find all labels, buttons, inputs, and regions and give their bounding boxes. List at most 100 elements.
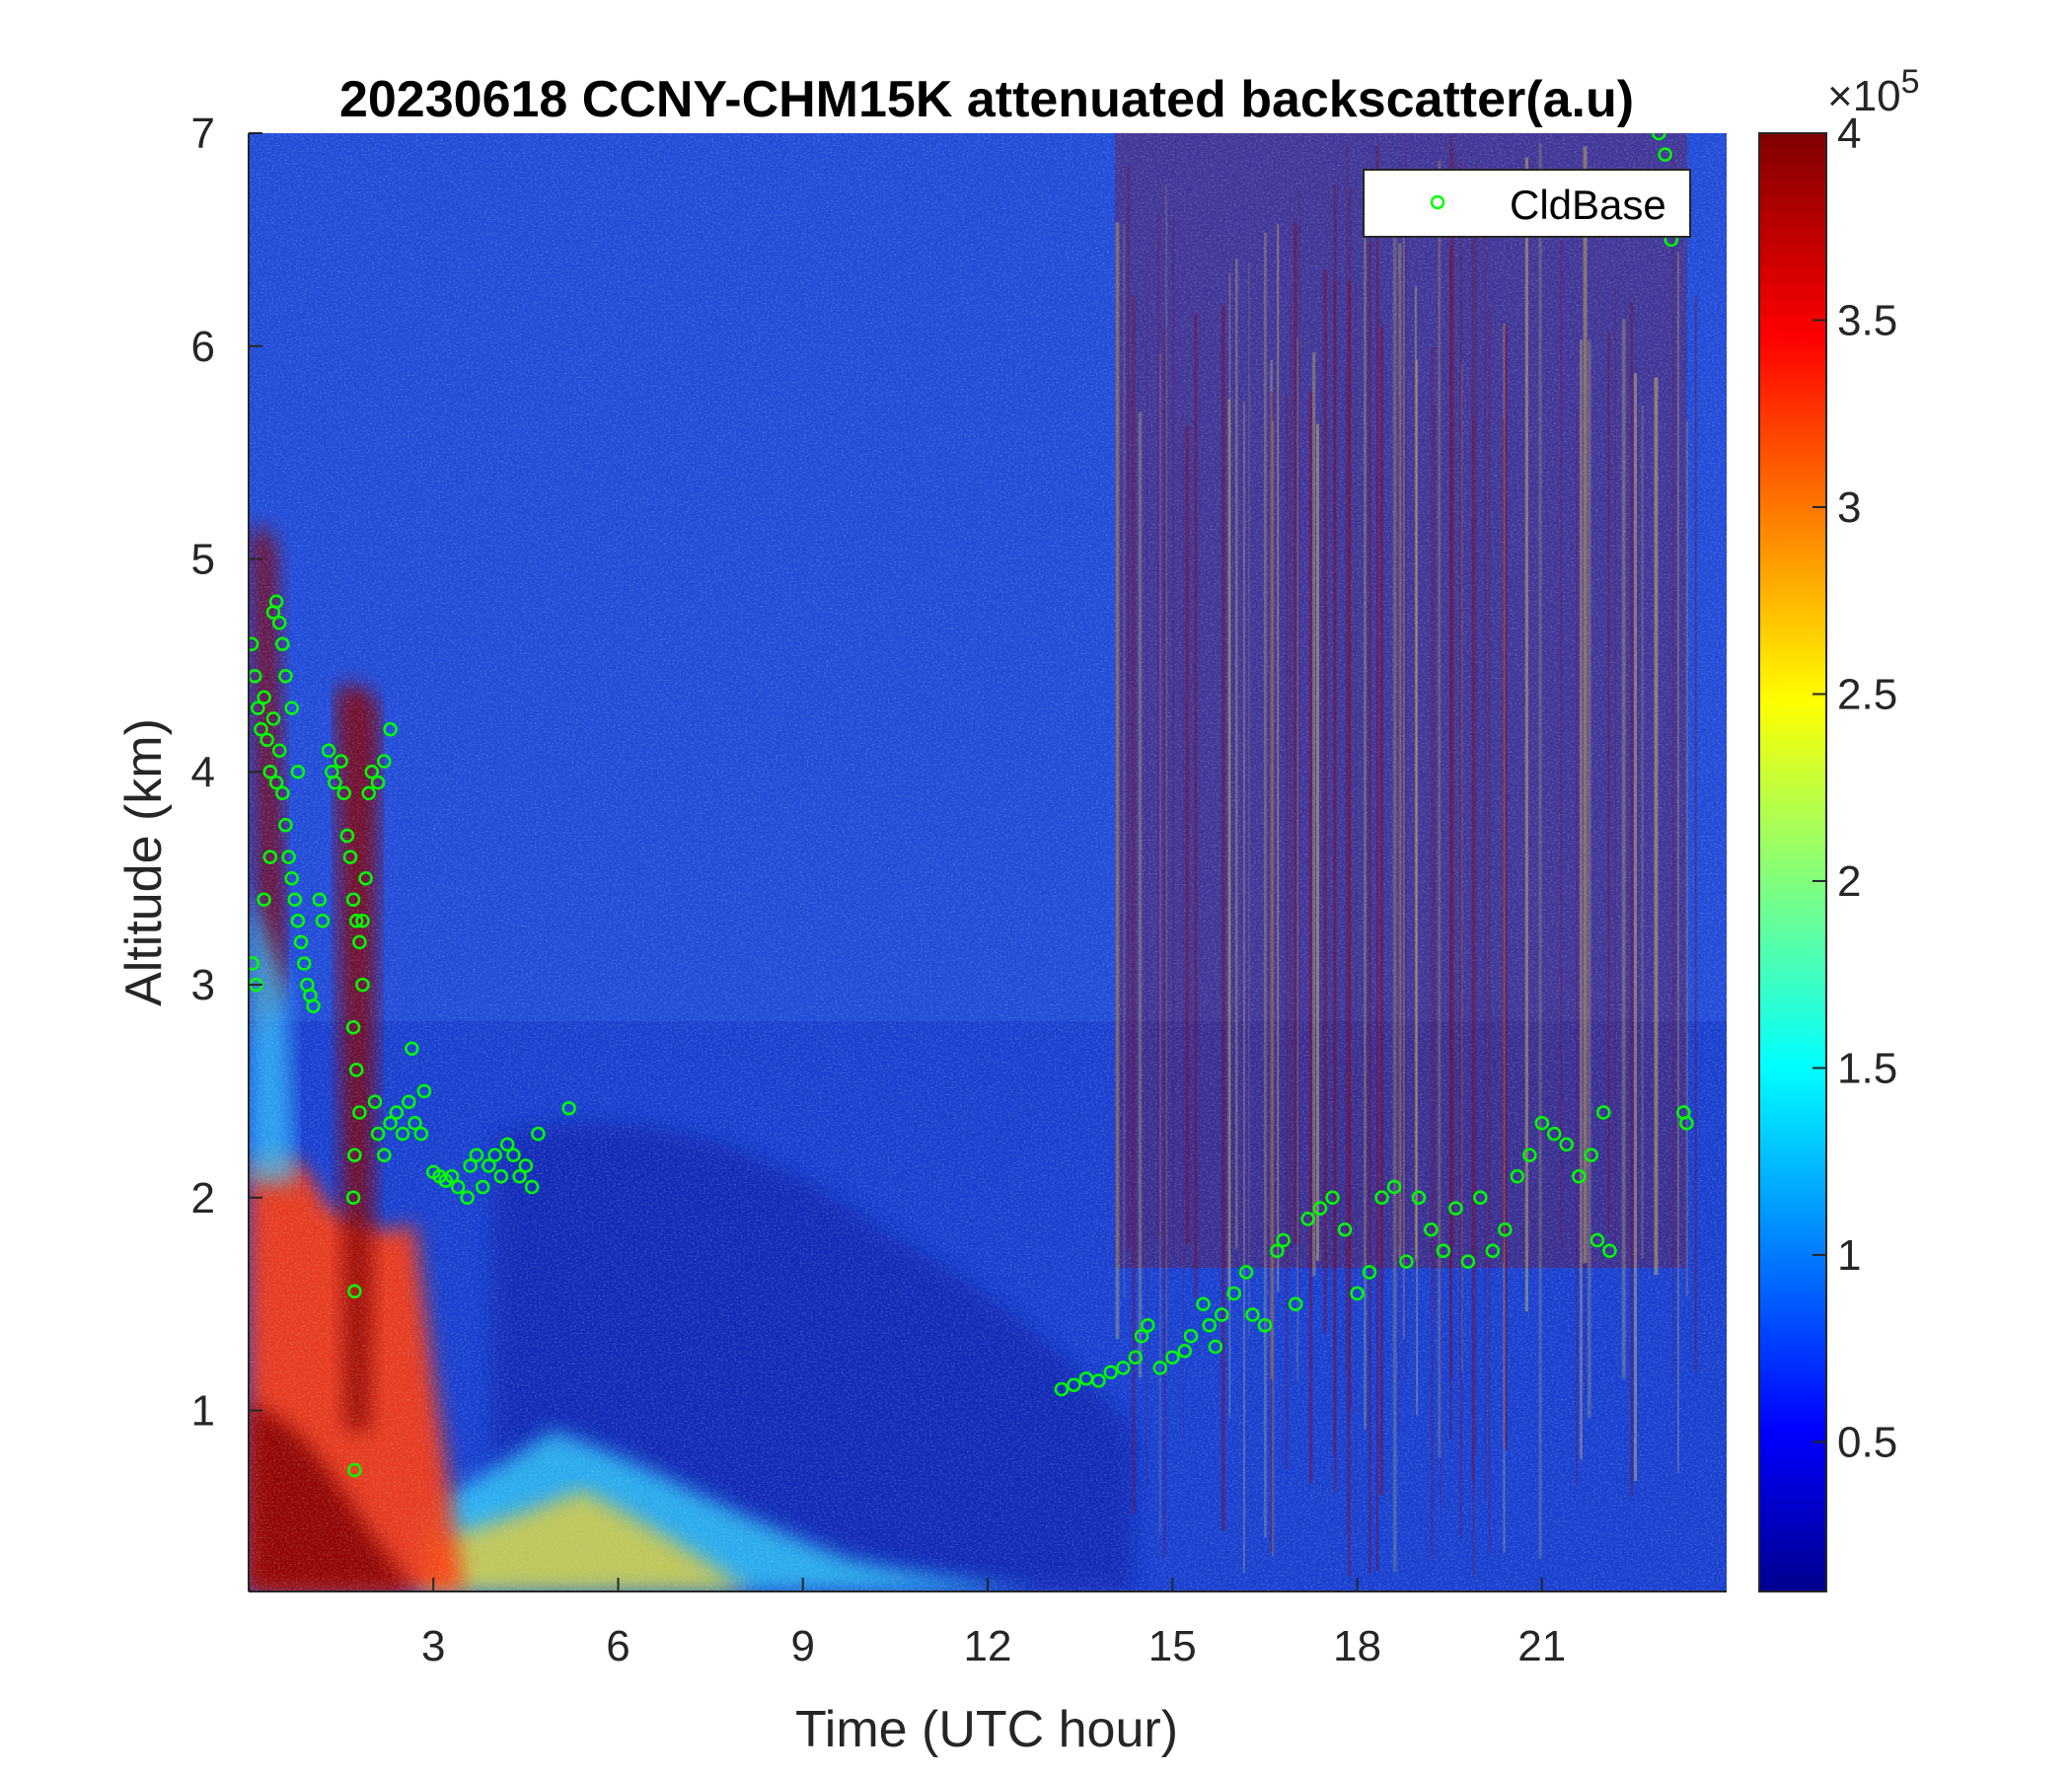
noise-streak [1323,269,1328,1333]
noise-streak [1580,339,1583,1460]
cldbase-point [352,934,367,950]
cldbase-point [284,870,299,886]
cldbase-point [1183,1328,1199,1344]
cldbase-point [383,721,398,737]
cldbase-point [347,1284,362,1299]
noise-streak [1312,352,1316,1277]
cldbase-point [1116,1361,1131,1375]
noise-streak [1333,185,1337,1493]
cldbase-point [275,636,290,652]
noise-streak [1405,133,1407,1380]
cldbase-point [290,765,306,779]
noise-streak [1333,281,1336,1454]
noise-streak [1345,366,1348,1376]
noise-streak [1235,259,1238,1249]
noise-streak [1347,280,1352,1577]
cldbase-point [1152,1361,1168,1375]
cldbase-point [1177,1343,1192,1359]
cldbase-point [487,1147,502,1162]
cldbase-point [347,1462,362,1478]
cldbase-point [1522,1147,1537,1162]
y-tick-label: 5 [191,536,215,584]
cldbase-point [348,1063,364,1077]
y-tick-label: 7 [191,110,215,158]
noise-streak [1379,326,1384,1496]
backscatter-heatmap [249,133,1727,1591]
x-tick-label: 3 [421,1622,445,1670]
noise-streak [1588,340,1591,1419]
noise-streak [1397,397,1400,1248]
cldbase-point [370,1126,386,1142]
cldbase-point [1374,1190,1389,1206]
noise-streak [1185,425,1190,1245]
cldbase-point [1067,1377,1081,1392]
x-axis-label: Time (UTC hour) [795,1701,1178,1758]
cldbase-point [506,1147,521,1162]
cldbase-point [524,1179,540,1195]
noise-streak [1438,161,1442,1458]
cldbase-point [383,1116,398,1131]
legend: CldBase [1363,169,1691,238]
noise-streak [1440,235,1442,1511]
noise-streak [1503,324,1506,1553]
noise-streak [1364,187,1367,1431]
legend-marker [1430,194,1445,210]
noise-streak [1614,286,1616,1246]
cldbase-point [413,1126,429,1142]
cldbase-point [259,732,274,748]
cldbase-point [1276,1232,1291,1248]
noise-streak [1308,391,1313,1484]
cldbase-point [1300,1212,1315,1226]
cldbase-point [336,785,351,801]
noise-streak [1430,346,1435,1560]
cldbase-point [407,1116,422,1131]
cldbase-point [460,1190,475,1206]
cldbase-point [1460,1254,1476,1269]
noise-streak [1449,246,1453,1379]
noise-streak [1138,411,1143,1378]
cldbase-point [512,1169,527,1184]
cldbase-point [1386,1179,1402,1195]
noise-streak [1621,319,1626,1379]
cldbase-point [281,850,296,864]
cldbase-point [1485,1243,1501,1259]
cldbase-point [389,1105,405,1120]
cldbase-point [249,636,259,652]
cldbase-point [1498,1221,1513,1237]
cldbase-point [1602,1243,1617,1259]
y-tick-label: 6 [191,323,215,371]
cldbase-point [1448,1201,1463,1216]
cldbase-point [268,775,284,790]
cldbase-point [377,1147,392,1162]
cldbase-point [348,914,364,928]
noise-streak [1459,161,1462,1539]
cldbase-point [1510,1169,1525,1184]
cldbase-point [1652,133,1666,141]
noise-streak [1583,146,1588,1264]
noise-streak [1434,404,1436,1314]
cldbase-point [345,892,361,908]
colorbar-tick-label: 4 [1837,110,1861,158]
colorbar-exponent-base: ×10 [1827,72,1901,120]
cldbase-point [1399,1254,1414,1269]
noise-streak [1277,224,1280,1293]
cldbase-point [284,701,299,715]
cldbase-point [352,1105,367,1120]
cldbase-point [355,977,370,993]
cldbase-point [1226,1286,1241,1301]
cldbase-point [345,1190,361,1206]
cldbase-point [1202,1318,1217,1333]
cldbase-point [1103,1365,1119,1380]
cldbase-point [518,1158,534,1173]
noise-streak [1157,214,1159,1236]
noise-streak [1392,188,1397,1573]
cldbase-point [1595,1105,1611,1120]
cldbase-point [1208,1339,1223,1355]
cldbase-point [1325,1190,1340,1206]
cldbase-point [402,1094,416,1109]
colorbar-tick-label: 3.5 [1837,296,1897,344]
cldbase-point [1245,1307,1260,1322]
noise-streak [1472,416,1475,1578]
noise-streak [1263,232,1267,1538]
